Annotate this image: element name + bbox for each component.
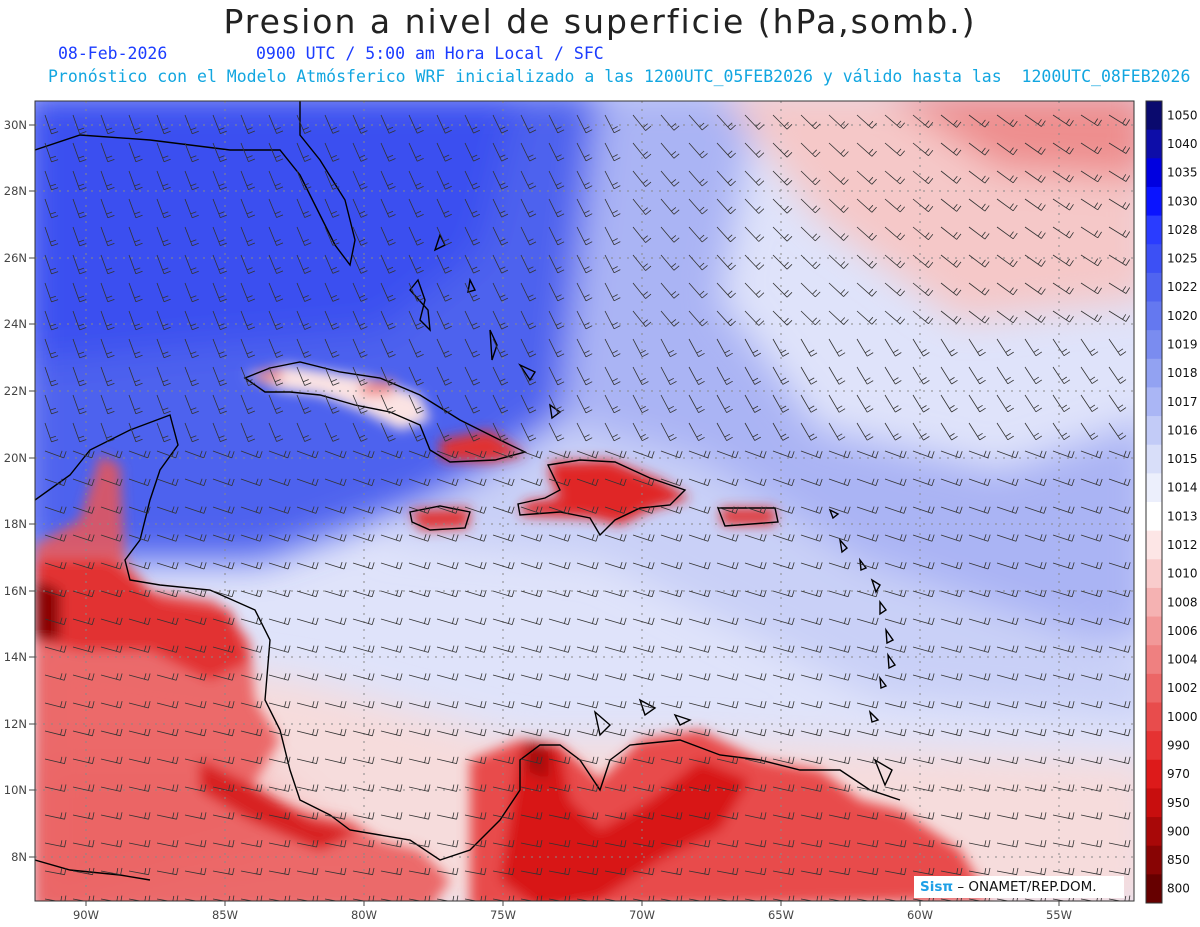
lon-label: 60W	[907, 908, 933, 922]
lat-ticks	[29, 124, 1060, 906]
forecast-date: 08-Feb-2026	[58, 44, 168, 63]
colorbar-label: 850	[1167, 853, 1190, 867]
colorbar-label: 1016	[1167, 423, 1198, 437]
colorbar-swatch	[1146, 358, 1162, 388]
lat-label: 20N	[4, 451, 27, 465]
colorbar-label: 1028	[1167, 223, 1198, 237]
lat-label: 12N	[4, 717, 27, 731]
colorbar-swatch	[1146, 215, 1162, 245]
colorbar-swatch	[1146, 158, 1162, 188]
credit-text: – ONAMET/REP.DOM.	[953, 879, 1097, 895]
lon-label: 85W	[212, 908, 238, 922]
colorbar-swatch	[1146, 129, 1162, 159]
colorbar-swatch	[1146, 645, 1162, 675]
lat-label: 22N	[4, 384, 27, 398]
credit-badge: Sisπ – ONAMET/REP.DOM.	[914, 876, 1124, 898]
lat-label: 26N	[4, 251, 27, 265]
lat-label: 14N	[4, 650, 27, 664]
lon-label: 65W	[768, 908, 794, 922]
map-border	[34, 100, 1135, 902]
lat-label: 24N	[4, 317, 27, 331]
colorbar-swatch	[1146, 444, 1162, 474]
wind-barb-field	[44, 114, 1131, 901]
colorbar-swatch	[1146, 616, 1162, 646]
wind-barbs	[44, 114, 1131, 901]
colorbar-swatch	[1146, 731, 1162, 761]
forecast-info: Pronóstico con el Modelo Atmósferico WRF…	[48, 67, 1191, 86]
colorbar-label: 1025	[1167, 252, 1198, 266]
colorbar-label: 1006	[1167, 624, 1198, 638]
colorbar: 1050 1040 1035 1030 1028 1025 1022 1020 1019 1018…	[1145, 100, 1198, 904]
colorbar-swatch	[1146, 301, 1162, 331]
colorbar-swatch	[1146, 387, 1162, 417]
colorbar-swatch	[1146, 788, 1162, 818]
lon-label: 90W	[73, 908, 99, 922]
colorbar-swatch	[1146, 330, 1162, 360]
colorbar-swatch	[1146, 416, 1162, 446]
colorbar-label: 1013	[1167, 509, 1198, 523]
colorbar-swatch	[1146, 272, 1162, 302]
valid-time: 0900 UTC / 5:00 am Hora Local / SFC	[256, 44, 604, 63]
colorbar-label: 800	[1167, 882, 1190, 896]
colorbar-swatch	[1146, 874, 1162, 904]
colorbar-label: 1022	[1167, 280, 1198, 294]
lon-label: 80W	[351, 908, 377, 922]
lat-label: 18N	[4, 517, 27, 531]
colorbar-label: 900	[1167, 824, 1190, 838]
colorbar-label: 1018	[1167, 366, 1198, 380]
colorbar-label: 1010	[1167, 567, 1198, 581]
map-area	[35, 101, 1134, 901]
lat-label: 28N	[4, 184, 27, 198]
colorbar-label: 1000	[1167, 710, 1198, 724]
colorbar-swatch	[1146, 559, 1162, 589]
colorbar-border	[1145, 100, 1163, 904]
colorbar-label: 1030	[1167, 194, 1198, 208]
colorbar-label: 1020	[1167, 309, 1198, 323]
colorbar-label: 1015	[1167, 452, 1198, 466]
colorbar-swatch	[1146, 759, 1162, 789]
graticule	[35, 101, 1134, 901]
colorbar-swatch	[1146, 817, 1162, 847]
colorbar-label: 1040	[1167, 137, 1198, 151]
colorbar-label: 1035	[1167, 166, 1198, 180]
colorbar-label: 1019	[1167, 337, 1198, 351]
colorbar-swatch	[1146, 673, 1162, 703]
lat-label: 10N	[4, 783, 27, 797]
map-title: Presion a nivel de superficie (hPa,somb.…	[223, 2, 977, 41]
colorbar-label: 1014	[1167, 481, 1198, 495]
credit-brand: Sisπ	[920, 879, 954, 895]
colorbar-label: 990	[1167, 738, 1190, 752]
lon-label: 75W	[490, 908, 516, 922]
lon-label: 70W	[629, 908, 655, 922]
colorbar-label: 950	[1167, 796, 1190, 810]
colorbar-swatch	[1146, 101, 1162, 131]
colorbar-swatch	[1146, 702, 1162, 732]
colorbar-label: 970	[1167, 767, 1190, 781]
colorbar-swatch	[1146, 186, 1162, 217]
longitude-axis: 90W 85W 80W 75W 70W 65W 60W 55W	[73, 908, 1072, 922]
colorbar-label: 1004	[1167, 653, 1198, 667]
colorbar-swatch	[1146, 530, 1162, 560]
colorbar-label: 1017	[1167, 395, 1198, 409]
colorbar-swatch	[1146, 244, 1162, 274]
colorbar-swatch	[1146, 502, 1162, 532]
colorbar-label: 1050	[1167, 108, 1198, 122]
colorbar-swatch	[1146, 473, 1162, 503]
lat-label: 30N	[4, 118, 27, 132]
colorbar-label: 1012	[1167, 538, 1198, 552]
lon-label: 55W	[1046, 908, 1072, 922]
coastlines	[35, 101, 901, 881]
colorbar-swatch	[1146, 587, 1162, 618]
colorbar-label: 1002	[1167, 681, 1198, 695]
colorbar-label: 1008	[1167, 595, 1198, 609]
colorbar-swatch	[1146, 845, 1162, 875]
latitude-axis: 30N 28N 26N 24N 22N 20N 18N 16N 14N 12N …	[4, 118, 27, 864]
lat-label: 16N	[4, 584, 27, 598]
lat-label: 8N	[11, 850, 27, 864]
